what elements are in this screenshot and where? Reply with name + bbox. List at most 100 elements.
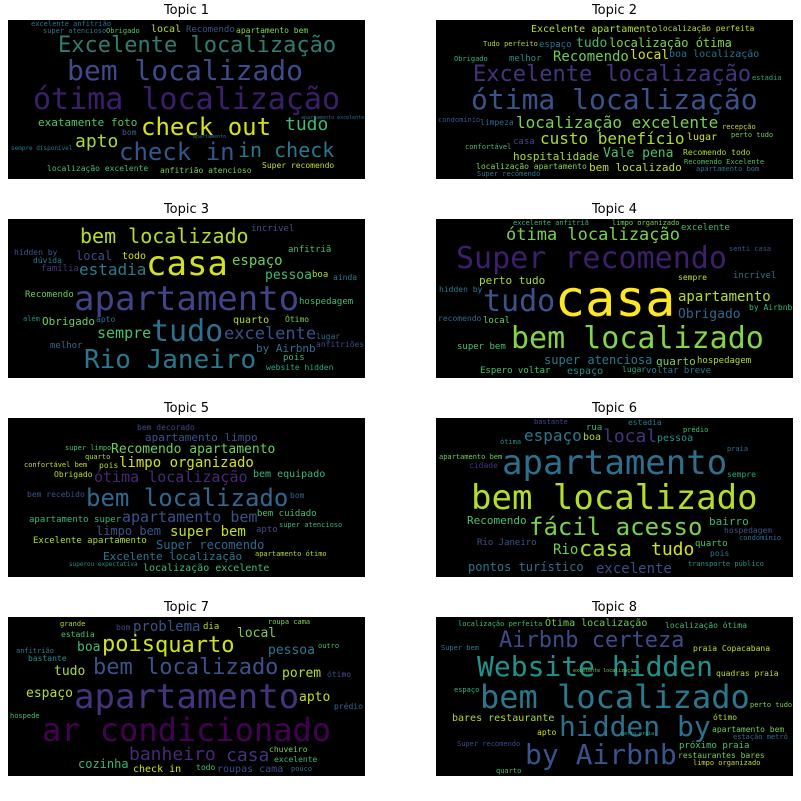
- cloud-word: Recomendo Excelente: [684, 158, 765, 166]
- cloud-word: super atencioso: [279, 521, 343, 529]
- cloud-word: boa localização: [669, 49, 760, 60]
- cloud-word: anfitrião: [16, 647, 54, 655]
- cloud-word: bem equipado: [253, 469, 326, 480]
- cloud-word: chuveiro: [269, 745, 308, 754]
- cloud-word: banheiro: [129, 744, 216, 765]
- cloud-word: apto: [75, 131, 119, 152]
- cloud-word: local: [603, 426, 658, 447]
- cloud-word: restaurantes bares: [678, 751, 765, 760]
- cloud-word: super bem: [170, 524, 246, 540]
- cloud-word: Recomendo apartamento: [111, 442, 276, 457]
- cloud-word: voltar breve: [646, 366, 712, 376]
- topic-panel-5: Topic 5 bem localizado apartamento bem óti…: [8, 400, 365, 577]
- cloud-word: apartamento bem: [236, 26, 309, 35]
- cloud-word: Super recomendo: [456, 241, 727, 276]
- cloud-word: roupas cama: [217, 764, 284, 775]
- cloud-word: Obrigado: [54, 470, 93, 479]
- cloud-word: Super recomendo: [262, 161, 335, 170]
- cloud-word: todo: [122, 251, 147, 262]
- word-cloud: ótima localização bem localizado check out…: [8, 20, 365, 179]
- cloud-word: espaço: [567, 366, 604, 377]
- cloud-word: Espero voltar: [480, 366, 551, 376]
- cloud-word: Ótima localização: [545, 618, 648, 629]
- cloud-word: bom: [290, 491, 305, 500]
- cloud-word: localização excelente: [143, 563, 270, 574]
- cloud-word: Recomendo todo: [683, 148, 751, 157]
- cloud-word: Recomendo: [553, 49, 629, 65]
- cloud-word: ar condicionado: [42, 711, 331, 749]
- cloud-word: Vale pena: [603, 146, 674, 161]
- cloud-word: espaço: [454, 686, 480, 694]
- cloud-word: tudo: [483, 284, 556, 319]
- cloud-word: excelente anfitrião: [31, 20, 112, 28]
- cloud-word: melhor: [50, 341, 83, 351]
- panel-title: Topic 8: [591, 600, 638, 615]
- topic-panel-3: Topic 3 apartamento casa tudo Rio Janeiro be…: [8, 201, 365, 378]
- cloud-word: Excelente localização: [103, 550, 243, 563]
- cloud-word: família: [41, 264, 79, 274]
- cloud-word: prédio: [683, 426, 709, 434]
- cloud-word: prédio: [334, 702, 363, 711]
- cloud-word: bem decorado: [137, 423, 195, 432]
- cloud-word: apartamento bem: [122, 508, 258, 526]
- panel-title: Topic 7: [163, 600, 210, 615]
- cloud-word: Excelente apartamento: [531, 24, 658, 35]
- cloud-word: lugar: [622, 365, 647, 374]
- cloud-word: limpeza: [480, 118, 514, 127]
- cloud-word: localização excelente: [516, 113, 719, 132]
- cloud-word: boa: [77, 640, 101, 655]
- cloud-word: apartamento: [678, 289, 771, 305]
- cloud-word: quadras praia: [716, 669, 779, 678]
- cloud-word: pois: [710, 549, 730, 558]
- cloud-word: check in: [119, 138, 235, 166]
- word-cloud: bem localizado Website hidden hidden by by …: [436, 617, 793, 776]
- cloud-word: quarto: [695, 539, 728, 549]
- cloud-word: pois: [99, 461, 119, 470]
- cloud-word: casa: [226, 745, 270, 766]
- topic-panel-6: Topic 6 bem localizado apartamento fácil a…: [436, 400, 793, 577]
- cloud-word: bem localizado: [471, 478, 758, 518]
- word-cloud: ótima localização Excelente localização lo…: [436, 20, 793, 179]
- cloud-word: localização perfeita: [458, 620, 543, 628]
- cloud-word: bem recebido: [27, 490, 85, 499]
- cloud-word: super limpo: [65, 444, 112, 452]
- cloud-word: quarto: [85, 453, 111, 461]
- cloud-word: excelente localização: [573, 668, 637, 674]
- cloud-word: local: [237, 626, 277, 641]
- cloud-word: Obrigado: [42, 315, 95, 328]
- cloud-word: praia: [727, 445, 749, 453]
- cloud-word: ótimo: [713, 713, 738, 722]
- cloud-word: estadia: [752, 74, 782, 82]
- cloud-word: apto: [96, 315, 116, 324]
- cloud-word: quarto: [656, 355, 696, 368]
- cloud-word: perto praia: [621, 731, 655, 737]
- cloud-word: boa: [312, 270, 329, 280]
- cloud-word: tudo: [651, 539, 695, 560]
- cloud-word: perto tudo: [731, 131, 774, 139]
- cloud-word: estadia: [628, 418, 662, 427]
- cloud-word: Obrigado: [106, 27, 140, 35]
- cloud-word: sempre: [727, 470, 756, 479]
- cloud-word: by Airbnb: [525, 738, 677, 771]
- cloud-word: super bem: [457, 342, 506, 352]
- cloud-word: apto: [537, 728, 557, 737]
- cloud-word: apartamento: [74, 279, 300, 319]
- cloud-word: apartamento: [74, 677, 300, 717]
- cloud-word: Obrigado: [678, 307, 741, 322]
- cloud-word: excelente: [224, 324, 317, 344]
- cloud-word: ótimo: [327, 670, 352, 679]
- topic-panel-4: Topic 4 casa Super recomendo bem localizad…: [436, 201, 793, 378]
- cloud-word: tudo: [54, 664, 86, 679]
- cloud-word: transporte público: [688, 560, 764, 568]
- cloud-word: fácil acesso: [529, 513, 703, 541]
- cloud-word: Airbnb certeza: [499, 628, 685, 653]
- cloud-word: cozinha: [78, 757, 129, 771]
- cloud-word: recomendo: [438, 314, 482, 323]
- cloud-word: lugar: [316, 332, 341, 341]
- cloud-word: casa: [579, 537, 632, 562]
- cloud-word: grande: [60, 620, 86, 628]
- cloud-word: localização ótima: [665, 621, 747, 630]
- cloud-word: hospedagem: [724, 526, 773, 535]
- cloud-word: apartamento bom: [696, 165, 760, 173]
- cloud-word: limpo organizado: [693, 759, 761, 767]
